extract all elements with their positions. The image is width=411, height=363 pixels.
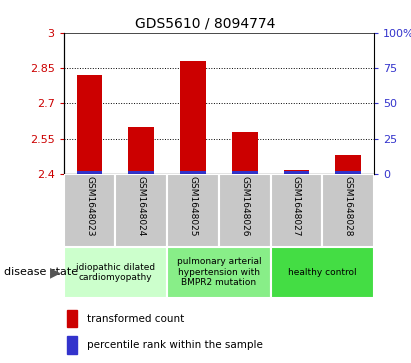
Text: GSM1648024: GSM1648024 [137,176,146,237]
Bar [284,171,309,174]
Text: GSM1648028: GSM1648028 [344,176,353,237]
Text: GDS5610 / 8094774: GDS5610 / 8094774 [135,16,276,30]
Text: ▶: ▶ [50,265,61,279]
Text: disease state: disease state [4,267,78,277]
FancyBboxPatch shape [322,174,374,247]
FancyBboxPatch shape [115,174,167,247]
FancyBboxPatch shape [270,174,322,247]
Text: GSM1648027: GSM1648027 [292,176,301,237]
Bar [76,171,102,174]
Bar [128,127,154,174]
Bar [67,336,77,354]
Text: pulmonary arterial
hypertension with
BMPR2 mutation: pulmonary arterial hypertension with BMP… [177,257,261,287]
Bar [180,171,206,174]
Bar [232,132,258,174]
Bar [232,171,258,174]
Text: healthy control: healthy control [288,268,357,277]
FancyBboxPatch shape [219,174,270,247]
FancyBboxPatch shape [64,174,115,247]
Text: percentile rank within the sample: percentile rank within the sample [87,340,263,350]
Bar [128,171,154,174]
FancyBboxPatch shape [167,174,219,247]
Text: GSM1648023: GSM1648023 [85,176,94,237]
Bar [67,310,77,327]
Text: transformed count: transformed count [87,314,184,324]
FancyBboxPatch shape [167,247,270,298]
Bar [76,75,102,174]
Bar [180,61,206,174]
Bar [335,171,361,174]
Text: GSM1648026: GSM1648026 [240,176,249,237]
Text: GSM1648025: GSM1648025 [189,176,198,237]
FancyBboxPatch shape [64,247,167,298]
Bar [284,170,309,174]
Text: idiopathic dilated
cardiomyopathy: idiopathic dilated cardiomyopathy [76,262,155,282]
FancyBboxPatch shape [270,247,374,298]
Bar [335,155,361,174]
